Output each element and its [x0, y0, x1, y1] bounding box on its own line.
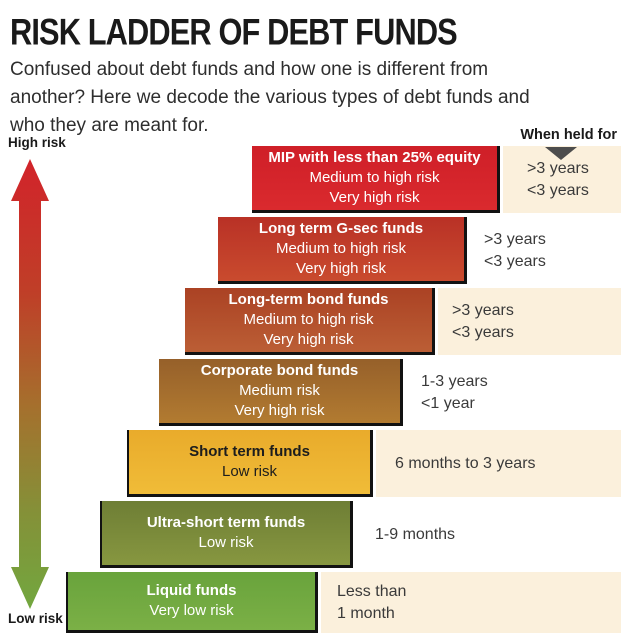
held-period-line: >3 years	[484, 230, 546, 248]
held-period-panel: 1-9 months	[356, 501, 621, 568]
held-period-line: <3 years	[527, 181, 589, 199]
held-period-panel: Less than 1 month	[321, 572, 621, 633]
held-period-line: >3 years	[452, 301, 514, 319]
fund-risk-line: Medium to high risk	[309, 169, 440, 186]
fund-risk-line: Very low risk	[149, 602, 234, 619]
fund-risk-line: Medium risk	[239, 382, 320, 399]
triangle-down-icon	[545, 147, 577, 160]
held-period-line: 1-3 years	[421, 372, 488, 390]
fund-risk-line: Very high risk	[234, 402, 325, 419]
fund-bar-ultra-short: Ultra-short term funds Low risk	[100, 501, 353, 568]
fund-bar-short-term: Short term funds Low risk	[127, 430, 373, 497]
fund-title: Long term G-sec funds	[258, 220, 424, 237]
fund-bar-mip: MIP with less than 25% equity Medium to …	[252, 146, 500, 213]
held-period-panel: 1-3 years <1 year	[406, 359, 621, 426]
fund-risk-line: Low risk	[221, 463, 277, 480]
held-period-line: 6 months to 3 years	[395, 454, 536, 472]
fund-risk-line: Low risk	[198, 534, 254, 551]
fund-title: Corporate bond funds	[200, 362, 359, 379]
page-title: RISK LADDER OF DEBT FUNDS	[10, 12, 458, 53]
fund-title: MIP with less than 25% equity	[268, 149, 481, 166]
fund-bar-corporate-bond: Corporate bond funds Medium risk Very hi…	[159, 359, 403, 426]
fund-bar-longterm-bond: Long-term bond funds Medium to high risk…	[185, 288, 435, 355]
fund-title: Liquid funds	[146, 582, 237, 599]
low-risk-label: Low risk	[8, 611, 63, 626]
held-period-panel: >3 years <3 years	[470, 217, 621, 284]
held-period-line: Less than	[337, 582, 407, 600]
held-for-column-header: When held for	[520, 127, 617, 143]
held-period-panel: 6 months to 3 years	[376, 430, 621, 497]
high-risk-label: High risk	[8, 135, 66, 150]
subtitle-line: another? Here we decode the various type…	[10, 87, 530, 108]
fund-risk-line: Very high risk	[295, 260, 387, 277]
page-subtitle: Confused about debt funds and how one is…	[10, 56, 530, 140]
held-period-line: 1 month	[337, 604, 395, 622]
fund-title: Short term funds	[189, 443, 310, 460]
fund-risk-line: Medium to high risk	[275, 240, 407, 257]
fund-title: Long-term bond funds	[228, 291, 389, 308]
fund-title: Ultra-short term funds	[146, 514, 306, 531]
fund-risk-line: Medium to high risk	[243, 311, 374, 328]
held-period-panel: >3 years <3 years	[438, 288, 621, 355]
risk-gradient-arrow-icon	[11, 159, 49, 609]
fund-risk-line: Very high risk	[329, 189, 420, 206]
held-period-line: 1-9 months	[375, 525, 456, 543]
subtitle-line: Confused about debt funds and how one is…	[10, 59, 489, 80]
fund-bar-gsec: Long term G-sec funds Medium to high ris…	[218, 217, 467, 284]
fund-risk-line: Very high risk	[263, 331, 354, 348]
held-period-line: <3 years	[484, 252, 546, 270]
held-period-line: <3 years	[452, 323, 514, 341]
fund-bar-liquid: Liquid funds Very low risk	[66, 572, 318, 633]
held-period-line: <1 year	[421, 394, 475, 412]
subtitle-line: who they are meant for.	[10, 115, 209, 136]
held-period-line: >3 years	[527, 159, 589, 177]
